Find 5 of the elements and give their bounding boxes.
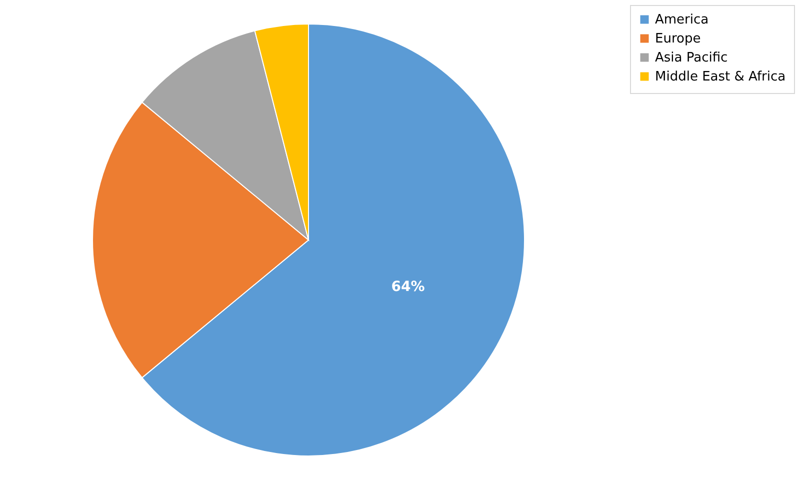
data-label: 64% [391,278,425,295]
legend-label: Europe [655,32,701,46]
legend-label: America [655,12,709,28]
legend-label: Middle East & Africa [655,70,786,84]
legend-label: Asia Pacific [655,50,728,66]
